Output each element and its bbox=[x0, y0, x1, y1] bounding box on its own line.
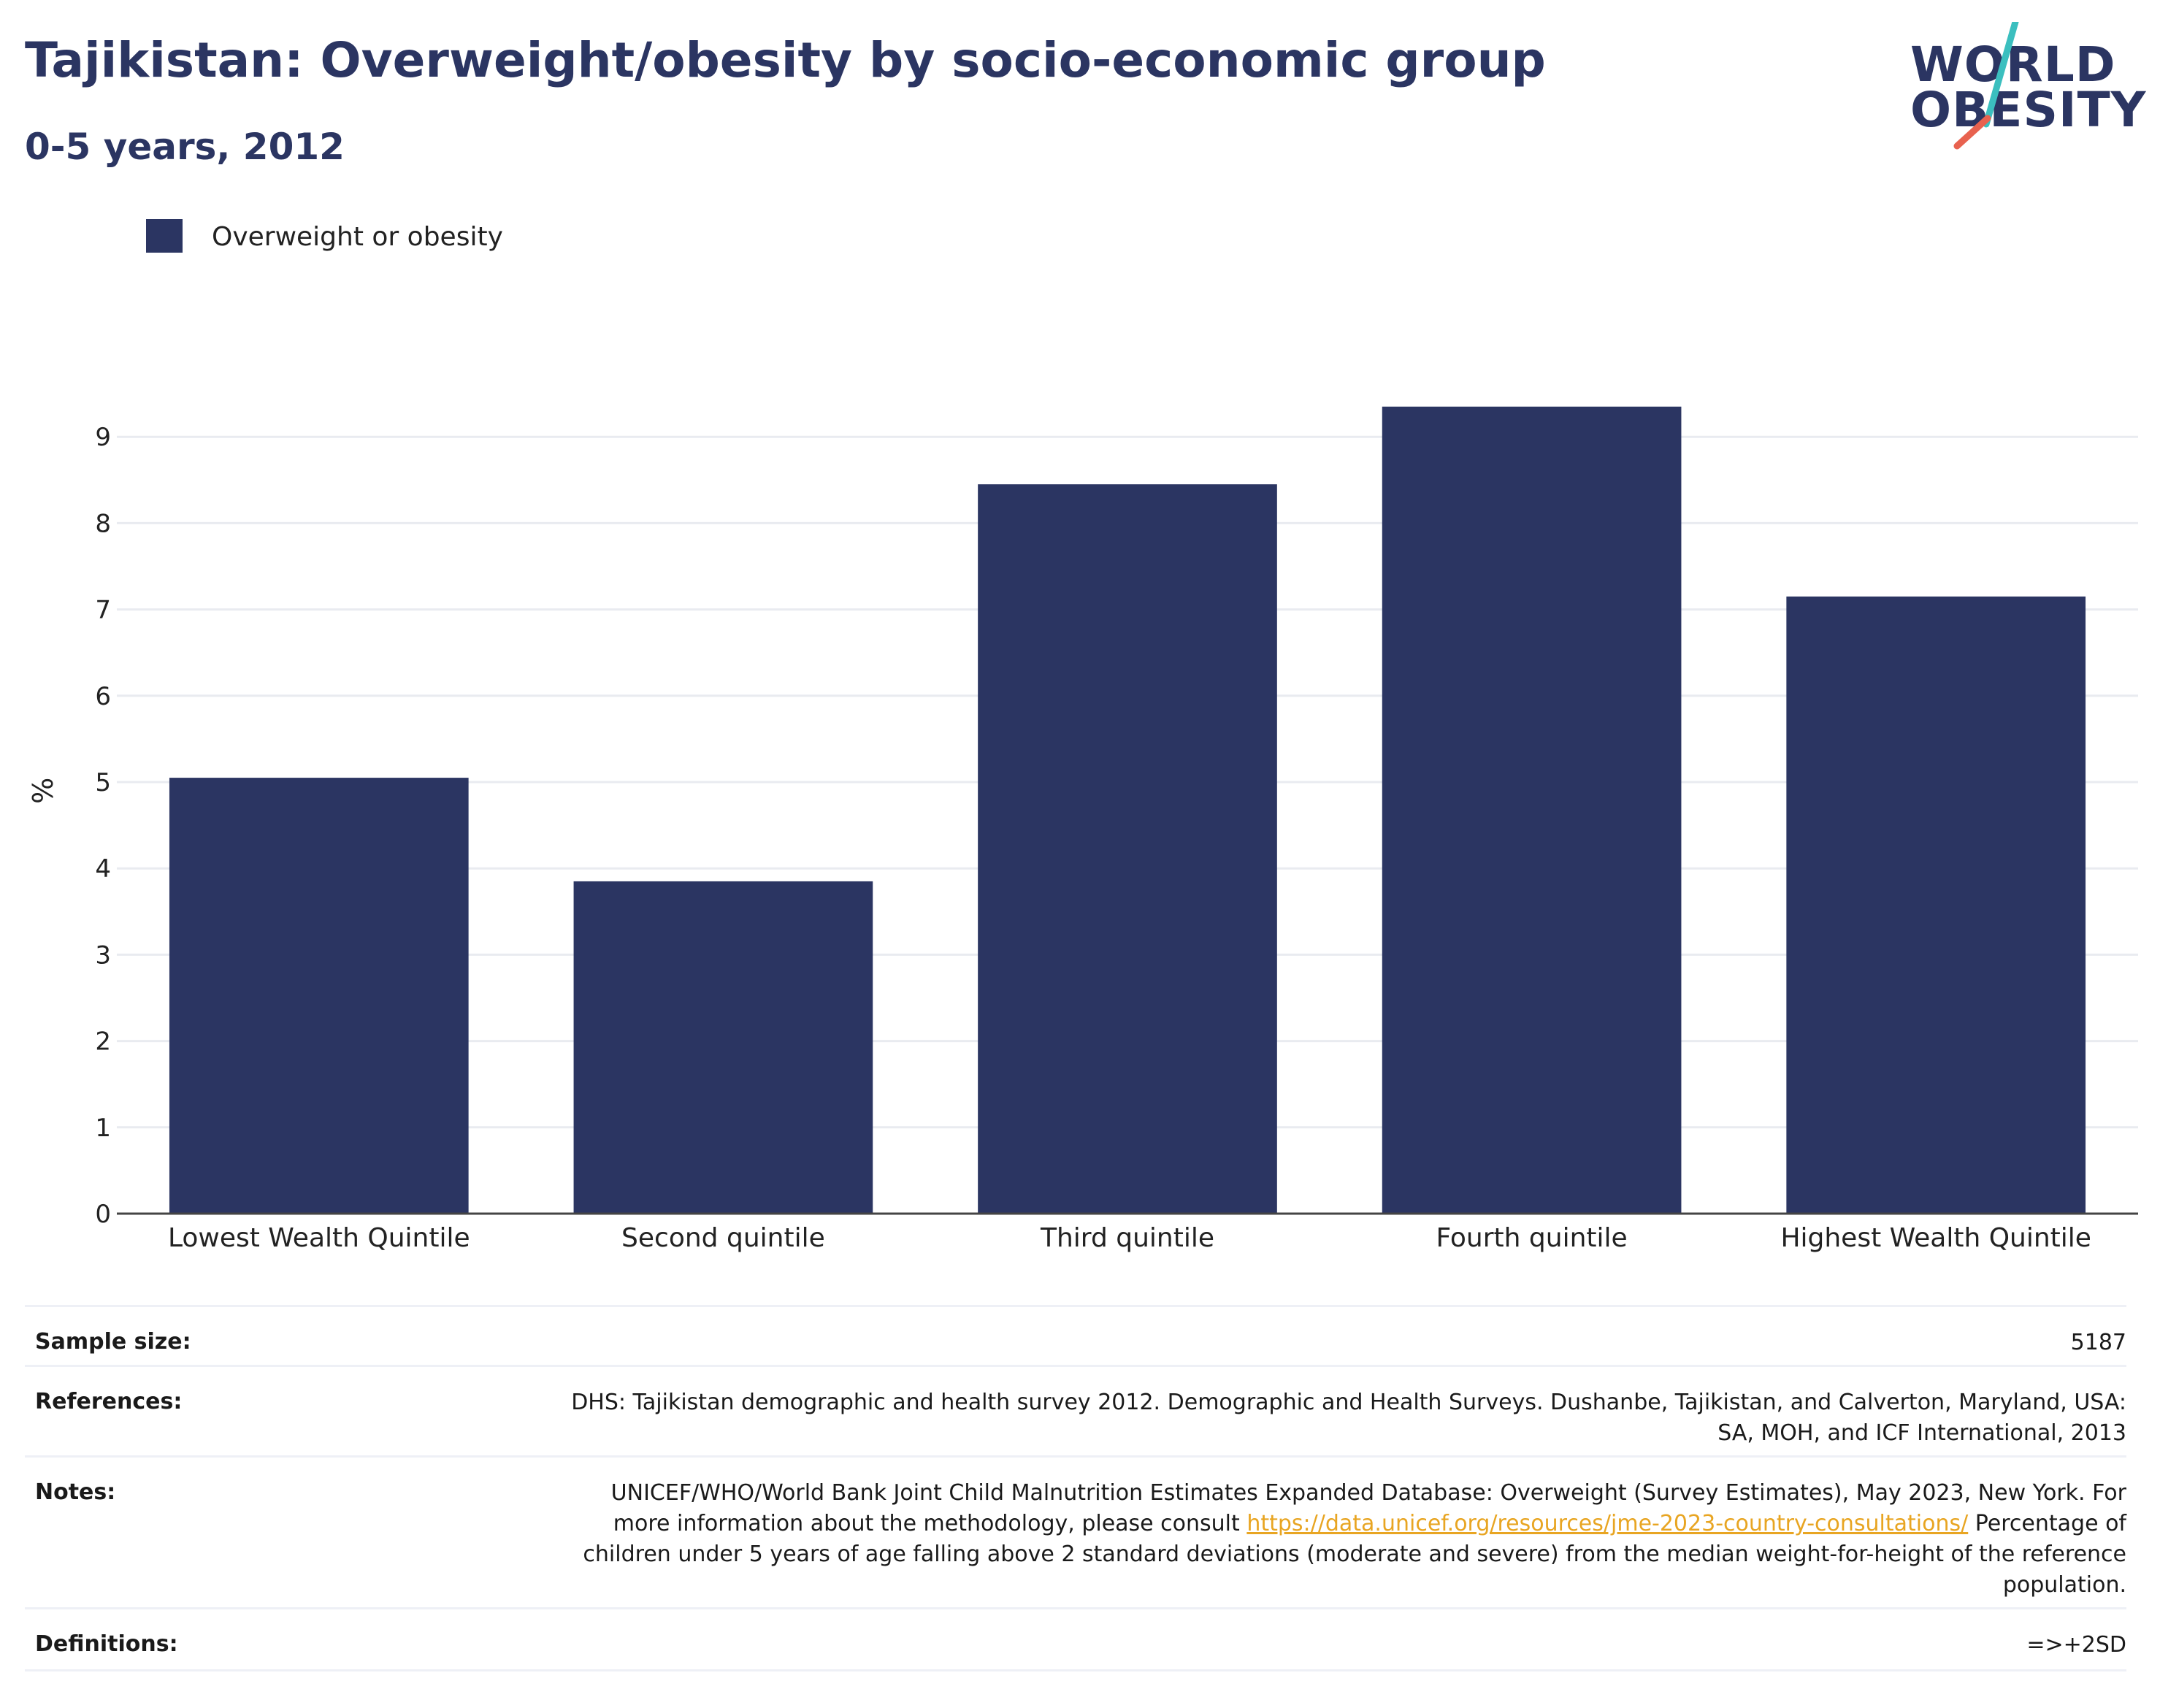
references-label: References: bbox=[35, 1389, 183, 1414]
y-tick-label: 9 bbox=[95, 423, 111, 452]
references-value: DHS: Tajikistan demographic and health s… bbox=[571, 1390, 2126, 1446]
logo-slash-icon bbox=[1953, 22, 2019, 150]
notes-label: Notes: bbox=[35, 1479, 116, 1505]
y-tick-label: 4 bbox=[95, 854, 111, 884]
bar bbox=[1382, 406, 1682, 1214]
y-axis-label: % bbox=[27, 778, 59, 804]
y-tick-label: 6 bbox=[95, 682, 111, 711]
logo-line-1: WORLD bbox=[1910, 37, 2116, 93]
sample-size-label: Sample size: bbox=[35, 1329, 191, 1355]
world-obesity-logo: WORLD OBESITY bbox=[1899, 22, 2147, 153]
references-row: References: DHS: Tajikistan demographic … bbox=[25, 1365, 2126, 1455]
notes-row: Notes: UNICEF/WHO/World Bank Joint Child… bbox=[25, 1455, 2126, 1607]
sample-size-value: 5187 bbox=[2070, 1330, 2126, 1355]
chart-title: Tajikistan: Overweight/obesity by socio-… bbox=[25, 32, 1546, 88]
y-tick-label: 2 bbox=[95, 1027, 111, 1057]
notes-text-2: Percentage of children under 5 years of … bbox=[583, 1511, 2126, 1598]
y-tick-label: 1 bbox=[95, 1114, 111, 1143]
notes-value: UNICEF/WHO/World Bank Joint Child Malnut… bbox=[571, 1478, 2126, 1601]
logo-line-2: OBESITY bbox=[1910, 82, 2147, 138]
bar bbox=[978, 484, 1277, 1214]
y-tick-label: 0 bbox=[95, 1200, 111, 1229]
sample-size-row: Sample size: 5187 bbox=[25, 1305, 2126, 1365]
notes-link[interactable]: https://data.unicef.org/resources/jme-20… bbox=[1246, 1511, 1969, 1536]
info-table: Sample size: 5187 References: DHS: Tajik… bbox=[25, 1305, 2126, 1671]
definitions-row: Definitions: =>+2SD bbox=[25, 1607, 2126, 1671]
x-tick-label: Fourth quintile bbox=[1436, 1223, 1627, 1253]
x-tick-label: Highest Wealth Quintile bbox=[1780, 1223, 2091, 1253]
definitions-value: =>+2SD bbox=[2026, 1632, 2126, 1658]
x-tick-label: Third quintile bbox=[1040, 1223, 1214, 1253]
chart-subtitle: 0-5 years, 2012 bbox=[25, 126, 345, 168]
bar bbox=[573, 881, 873, 1214]
legend-label: Overweight or obesity bbox=[212, 222, 503, 252]
y-tick-label: 5 bbox=[95, 768, 111, 797]
bar bbox=[1786, 596, 2086, 1214]
y-tick-label: 3 bbox=[95, 941, 111, 970]
x-tick-label: Second quintile bbox=[621, 1223, 825, 1253]
y-tick-label: 8 bbox=[95, 509, 111, 538]
notes-text-1: UNICEF/WHO/World Bank Joint Child Malnut… bbox=[610, 1480, 2126, 1536]
definitions-label: Definitions: bbox=[35, 1631, 178, 1657]
bar bbox=[169, 778, 469, 1214]
x-tick-label: Lowest Wealth Quintile bbox=[168, 1223, 470, 1253]
y-tick-label: 7 bbox=[95, 596, 111, 625]
legend-swatch bbox=[146, 219, 183, 253]
bar-chart: 0 1 2 3 4 5 6 7 8 9% Lowest Wealth Quintile Second … bbox=[27, 406, 2138, 1253]
